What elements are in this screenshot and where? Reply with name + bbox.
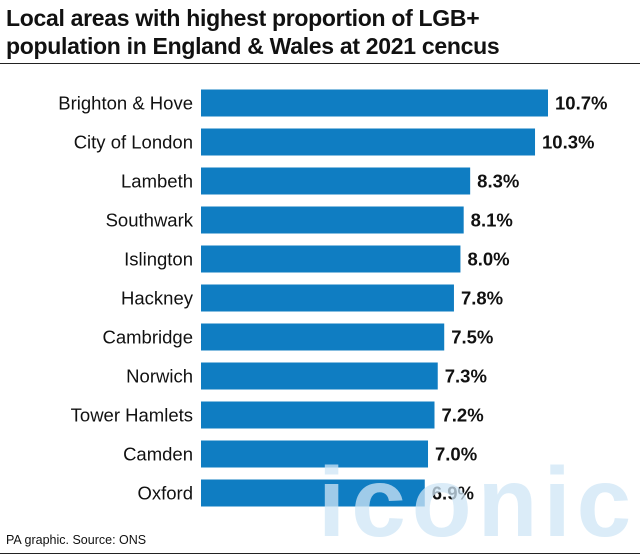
value-label: 7.8% — [461, 288, 503, 309]
title-line-1: Local areas with highest proportion of L… — [6, 5, 480, 31]
category-label: Norwich — [126, 366, 193, 387]
category-label: Tower Hamlets — [71, 405, 193, 426]
category-label: Camden — [123, 444, 193, 465]
value-label: 8.0% — [467, 249, 509, 270]
bottom-divider — [0, 553, 640, 554]
title-line-2: population in England & Wales at 2021 ce… — [6, 33, 500, 59]
bar-chart: Brighton & Hove 10.7% City of London 10.3% L… — [58, 89, 607, 507]
title-divider — [0, 63, 640, 64]
category-label: Cambridge — [103, 327, 194, 348]
bar — [201, 128, 536, 156]
watermark-logo: iconic — [318, 447, 638, 557]
bar — [201, 323, 445, 351]
category-label: Hackney — [121, 288, 194, 309]
category-label: Islington — [124, 249, 193, 270]
bar — [201, 362, 438, 390]
value-label: 8.3% — [477, 171, 519, 192]
value-label: 10.7% — [555, 93, 607, 114]
value-label: 7.2% — [441, 405, 483, 426]
bar — [201, 479, 425, 507]
category-label: Oxford — [137, 483, 193, 504]
bar — [201, 206, 464, 234]
value-label: 7.5% — [451, 327, 493, 348]
category-label: Lambeth — [121, 171, 193, 192]
value-label: 8.1% — [471, 210, 513, 231]
bar — [201, 245, 461, 273]
bar — [201, 440, 429, 468]
value-label: 10.3% — [542, 132, 594, 153]
value-label: 7.3% — [445, 366, 487, 387]
bar — [201, 284, 454, 312]
bar — [201, 401, 435, 429]
value-label: 6.9% — [432, 483, 474, 504]
bar — [201, 89, 548, 117]
bar — [201, 167, 471, 195]
chart-title: Local areas with highest proportion of L… — [6, 4, 634, 60]
category-label: Southwark — [106, 210, 194, 231]
category-label: City of London — [74, 132, 193, 153]
category-label: Brighton & Hove — [58, 93, 193, 114]
source-note: PA graphic. Source: ONS — [6, 533, 147, 547]
value-label: 7.0% — [435, 444, 477, 465]
